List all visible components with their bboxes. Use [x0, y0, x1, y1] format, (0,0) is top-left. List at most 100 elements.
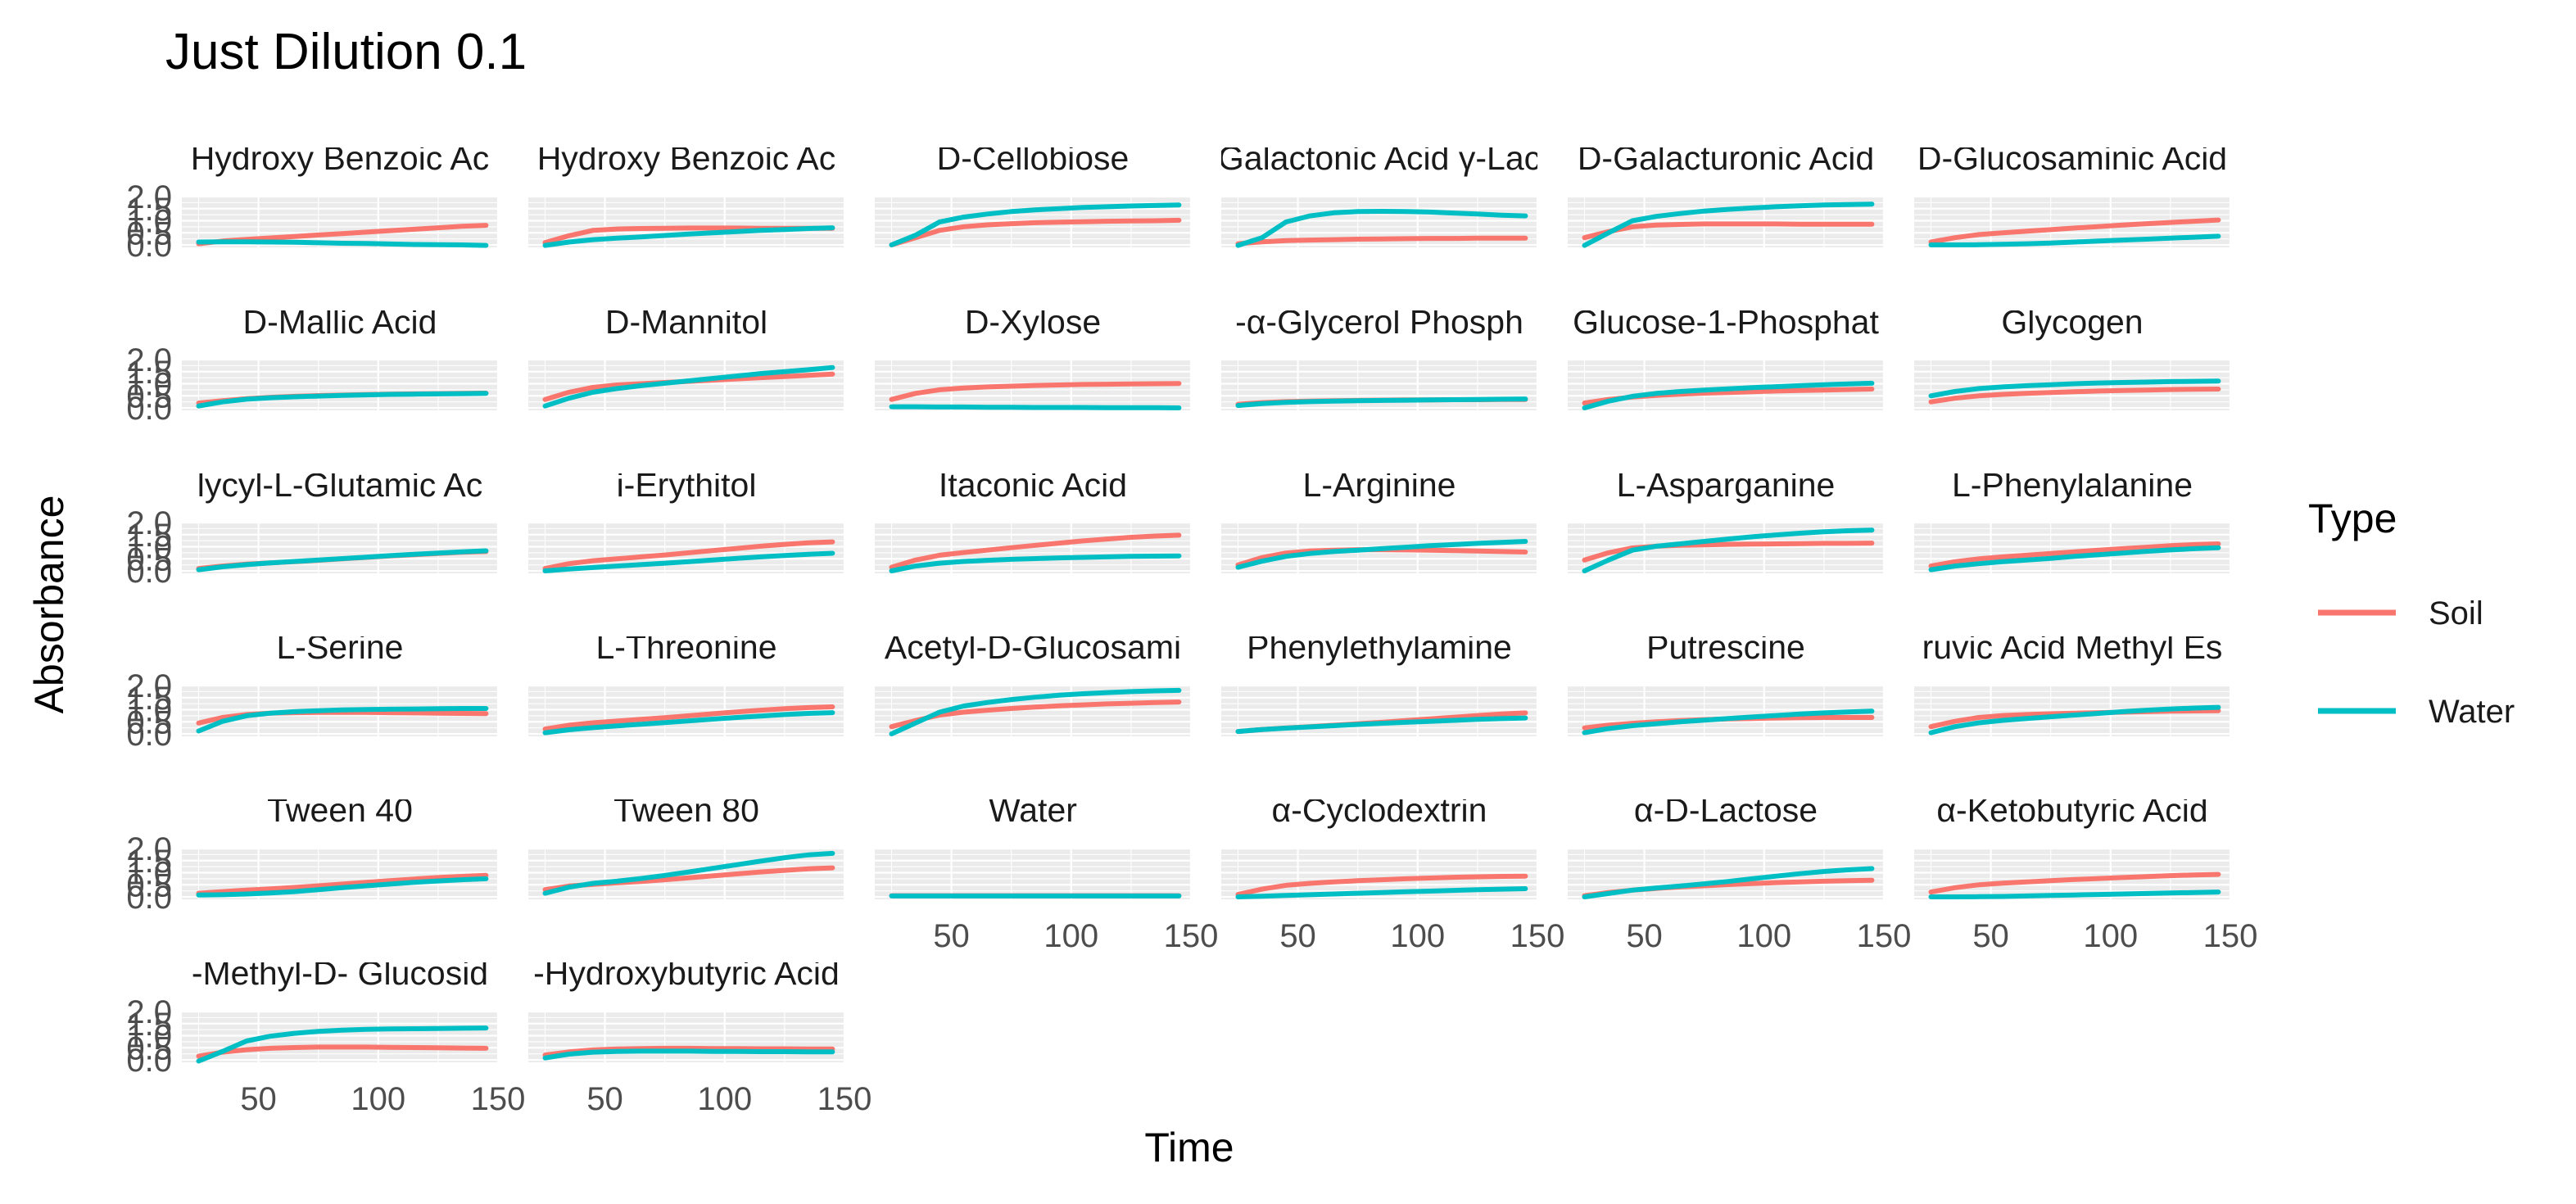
- y-tick-label: 1.0: [126, 856, 172, 892]
- series-line-water: [196, 391, 489, 409]
- facet-strip-label: Hydroxy Benzoic Ac: [537, 139, 836, 177]
- y-tick-label: 2.0: [126, 179, 172, 215]
- series-line-water: [889, 404, 1182, 410]
- x-tick-label: 50: [240, 1081, 277, 1117]
- facet-panel: -Methyl-D- Glucosid 0.00.51.01.52.0 50 100 1…: [126, 954, 525, 1117]
- x-tick-label: 100: [2083, 918, 2138, 954]
- series-line-water: [196, 548, 489, 573]
- x-tick-label: 100: [351, 1081, 405, 1117]
- facet-panel: Glycogen: [1914, 310, 2232, 410]
- series-line-soil: [1928, 871, 2221, 895]
- panel-background: [875, 849, 1191, 899]
- facet-strip-label: Hydroxy Benzoic Ac: [191, 139, 490, 177]
- y-tick-label: 0.5: [126, 541, 172, 577]
- y-tick-label: 0.0: [126, 880, 172, 916]
- facet-strip-label: Tween 40: [267, 791, 413, 829]
- facet-panel: Putrescine: [1568, 636, 1886, 736]
- series-line-water: [889, 687, 1182, 736]
- series-line-water: [1235, 886, 1528, 899]
- y-tick-label: 0.0: [126, 717, 172, 753]
- y-tick-label: 1.5: [126, 518, 172, 554]
- facet-panel: L-Asparganine: [1568, 466, 1886, 573]
- facet-panel: -Hydroxybutyric Acid 50 100 150: [528, 962, 871, 1117]
- series-line-water: [1928, 889, 2221, 899]
- facet-strip-label: Water: [989, 791, 1077, 829]
- facet-strip-label: D-Galacturonic Acid: [1578, 139, 1874, 177]
- x-tick-label: 150: [1857, 918, 1912, 954]
- series-line-soil: [196, 1044, 489, 1059]
- y-tick-label: 0.5: [126, 1030, 172, 1066]
- legend-label-water: Water: [2429, 694, 2515, 730]
- y-tick-label: 2.0: [126, 342, 172, 378]
- series-line-water: [1582, 380, 1875, 410]
- series-line-water: [1928, 233, 2221, 247]
- facet-strip-label: D-Mallic Acid: [243, 303, 437, 341]
- y-tick-label: 2.0: [126, 994, 172, 1030]
- series-line-water: [1235, 715, 1528, 735]
- facet-panel: ruvic Acid Methyl Es: [1914, 636, 2232, 736]
- series-line-water: [542, 364, 835, 409]
- facet-panel: α-D-Lactose 50 100 150: [1568, 791, 1912, 954]
- series-line-soil: [542, 704, 835, 732]
- series-line-water: [196, 876, 489, 898]
- y-tick-label: 1.5: [126, 355, 172, 391]
- series-line-water: [542, 550, 835, 573]
- facet-strip-label: L-Asparganine: [1617, 466, 1836, 504]
- series-line-soil: [1928, 541, 2221, 569]
- facet-strip-label: Glucose-1-Phosphat: [1573, 303, 1879, 341]
- facet-panel: L-Arginine: [1221, 473, 1539, 573]
- facet-panel: D-Xylose: [875, 310, 1193, 410]
- facet-panel: Water 50 100 150: [875, 791, 1218, 954]
- panel-background: [528, 523, 844, 573]
- x-tick-label: 50: [1279, 918, 1316, 954]
- series-line-water: [1235, 539, 1528, 570]
- series-line-soil: [1582, 221, 1875, 241]
- facet-strip-label: α-Ketobutyric Acid: [1936, 791, 2207, 829]
- facet-panel: L-Phenylalanine: [1914, 473, 2232, 573]
- y-tick-label: 1.5: [126, 844, 172, 880]
- series-line-water: [889, 202, 1182, 247]
- series-line-soil: [889, 699, 1182, 730]
- series-line-water: [889, 553, 1182, 573]
- y-tick-label: 1.5: [126, 192, 172, 228]
- chart-title: Just Dilution 0.1: [165, 24, 527, 80]
- series-line-water: [196, 706, 489, 734]
- series-line-water: [542, 710, 835, 736]
- series-line-soil: [889, 217, 1182, 247]
- facet-strip-label: Acetyl-D-Glucosami: [885, 628, 1181, 666]
- facet-panel: Hydroxy Benzoic Ac 0.00.51.01.52.0: [126, 139, 500, 264]
- series-line-soil: [1235, 873, 1528, 898]
- facet-grid: Hydroxy Benzoic Ac0.00.51.01.52.0Hydroxy…: [126, 139, 2257, 1117]
- series-line-water: [196, 1025, 489, 1064]
- facet-strip-label: Phenylethylamine: [1247, 628, 1512, 666]
- y-tick-label: 1.0: [126, 204, 172, 240]
- facet-panel: Galactonic Acid γ-Lac: [1218, 139, 1541, 248]
- y-tick-label: 0.5: [126, 704, 172, 740]
- series-line-water: [1235, 209, 1528, 248]
- facet-panel: D-Mallic Acid 0.00.51.01.52.0: [126, 303, 500, 427]
- legend-title: Type: [2308, 496, 2397, 541]
- facet-strip-label: α-D-Lactose: [1634, 791, 1818, 829]
- series-line-soil: [889, 532, 1182, 570]
- panel-background: [528, 360, 844, 410]
- y-axis-title: Absorbance: [26, 496, 72, 714]
- facet-strip-label: -Methyl-D- Glucosid: [192, 954, 488, 992]
- facet-panel: Acetyl-D-Glucosami: [875, 628, 1193, 736]
- series-line-water: [1582, 708, 1875, 736]
- series-line-water: [1928, 704, 2221, 736]
- y-tick-label: 0.0: [126, 391, 172, 427]
- facet-panel: lycyl-L-Glutamic Ac 0.00.51.01.52.0: [126, 473, 500, 590]
- x-tick-label: 50: [1972, 918, 2009, 954]
- facet-panel: Phenylethylamine: [1221, 628, 1539, 736]
- series-line-soil: [889, 381, 1182, 402]
- y-tick-label: 2.0: [126, 668, 172, 704]
- facet-panel: L-Serine 0.00.51.01.52.0: [126, 636, 500, 753]
- series-line-water: [542, 850, 835, 896]
- series-line-water: [1582, 527, 1875, 573]
- facet-strip-label: Galactonic Acid γ-Lac: [1218, 139, 1541, 177]
- facet-strip-label: D-Cellobiose: [937, 139, 1130, 177]
- facet-panel: Tween 40 0.00.51.01.52.0: [126, 791, 500, 916]
- facet-panel: Tween 80: [528, 799, 846, 899]
- series-line-water: [1582, 201, 1875, 248]
